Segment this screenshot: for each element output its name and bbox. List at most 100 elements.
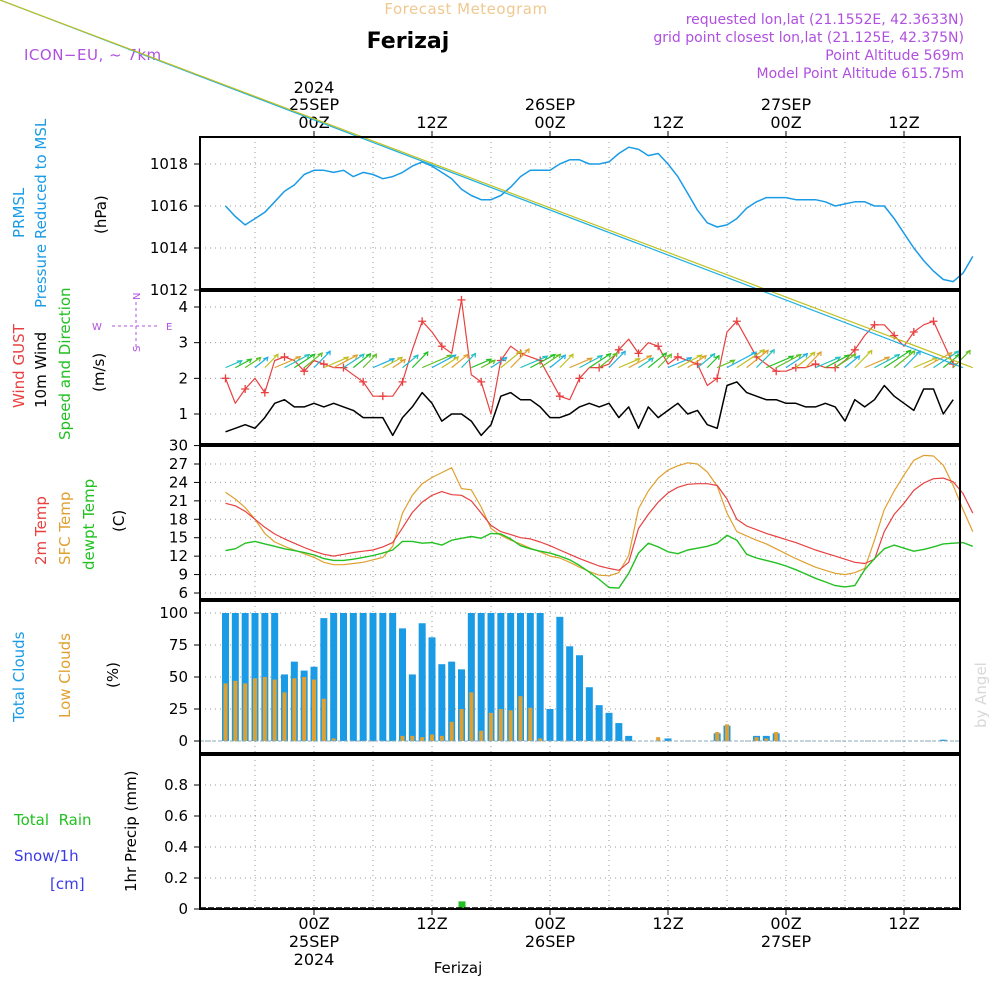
wind-arrow — [942, 353, 960, 369]
top-date-3: 27SEP — [761, 95, 812, 114]
wind-arrow — [687, 355, 707, 369]
wind-arrow — [343, 353, 365, 369]
gust-marker — [870, 320, 879, 329]
wind-arrow-head — [965, 349, 971, 355]
wind-arrow-head — [646, 354, 653, 360]
wind-arrow-head — [802, 352, 809, 358]
wind-arrow — [392, 358, 406, 369]
bottom-hour-6: 12Z — [888, 914, 919, 933]
wind-arrow — [530, 353, 556, 369]
wind-arrow-head — [751, 351, 758, 357]
y-tick-label: 9 — [178, 566, 188, 584]
total-cloud-bar — [507, 613, 515, 741]
gust-marker — [378, 392, 387, 401]
y-tick-label: 24 — [169, 473, 188, 491]
wind-arrow — [766, 355, 794, 369]
wind-arrow — [549, 354, 566, 369]
wind-arrow — [313, 350, 331, 369]
panel-frame — [199, 754, 961, 910]
wind-arrow-head — [714, 354, 720, 360]
wind-arrow — [746, 349, 769, 369]
bottom-hour-1: 00Z — [298, 914, 329, 933]
wind-arrow — [756, 349, 775, 369]
total-cloud-bar — [939, 739, 947, 741]
total-cloud-bar — [615, 723, 623, 741]
wind-arrow — [411, 351, 429, 369]
wind-arrow — [844, 355, 860, 369]
y-tick-label: 1018 — [150, 155, 188, 173]
wind-arrow-head — [542, 355, 549, 361]
low-cloud-bar — [754, 737, 759, 741]
wind-arrow-head — [343, 356, 350, 362]
wind-arrow-head — [263, 356, 269, 362]
gust-marker — [437, 342, 446, 351]
wind-arrow — [726, 351, 757, 369]
wind-arrow — [569, 357, 593, 369]
temp-unit: (C) — [110, 510, 128, 532]
low-cloud-bar — [282, 692, 287, 741]
y-tick-label: 3 — [178, 334, 188, 352]
y-tick-label: 0.2 — [164, 869, 188, 887]
wind-arrow-head — [371, 353, 377, 359]
low-cloud-bar — [312, 679, 316, 741]
wind-arrow — [402, 354, 419, 369]
low-cloud-bar — [715, 732, 720, 741]
wind-arrow-head — [516, 350, 523, 356]
total-cloud-bar — [585, 687, 593, 741]
total-cloud-bar — [349, 613, 357, 741]
total-cloud-bar — [477, 613, 485, 741]
wind-arrow-head — [358, 353, 365, 359]
low-cloud-bar — [430, 734, 434, 741]
gust-marker — [300, 367, 309, 376]
y-tick-label: 30 — [169, 437, 188, 455]
wind-arrow — [362, 353, 377, 369]
top-hour-1: 00Z — [298, 113, 329, 132]
wind-arrow — [244, 356, 261, 369]
gust-marker — [732, 317, 741, 326]
wind-arrow — [736, 349, 765, 369]
rain-bar — [458, 901, 466, 909]
low-cloud-bar — [449, 721, 454, 741]
low-cloud-bar — [321, 698, 326, 741]
wind-arrow — [0, 0, 974, 369]
wind-arrow-head — [701, 354, 707, 360]
wind-arrow — [913, 357, 938, 369]
y-tick-label: 100 — [159, 604, 188, 622]
wind-arrow-head — [453, 355, 460, 361]
wind-arrow — [657, 353, 672, 369]
wind-arrow-head — [295, 355, 302, 361]
low-cloud-bar — [233, 680, 238, 741]
gust-marker — [772, 367, 781, 376]
wind-arrow — [579, 355, 603, 369]
clouds-label-2: Low Clouds — [56, 633, 74, 718]
gust-marker — [909, 327, 918, 336]
total-cloud-bar — [448, 661, 456, 741]
wind-arrow — [618, 358, 641, 369]
wind-arrow — [441, 356, 459, 369]
total-cloud-bar — [664, 738, 672, 741]
y-tick-label: 1012 — [150, 281, 188, 299]
y-tick-label: 18 — [169, 510, 188, 528]
clouds-label-1: Total Clouds — [10, 631, 28, 723]
wind-arrow-head — [769, 348, 775, 354]
total-cloud-bar — [467, 613, 475, 741]
total-cloud-bar — [625, 735, 633, 741]
bottom-hour-5: 00Z — [770, 914, 801, 933]
gust-marker — [241, 385, 250, 394]
wind-arrow-head — [605, 352, 612, 358]
dewpt-temp-line — [225, 532, 974, 589]
temp-2m-line — [225, 477, 974, 571]
wind-arrow — [697, 353, 715, 369]
temp-label-1: 2m Temp — [32, 496, 50, 565]
wind-arrow — [628, 355, 652, 369]
wind-arrow-head — [246, 358, 253, 364]
wind-arrow-head — [905, 349, 912, 355]
wind-arrow-head — [867, 349, 873, 355]
wind-arrow-head — [586, 357, 593, 363]
wind-arrow — [795, 351, 816, 369]
model-label: ICON−EU, ~ 7km — [24, 46, 162, 64]
gust-marker — [614, 345, 623, 354]
wind-arrow-head — [729, 359, 736, 365]
total-cloud-bar — [526, 613, 534, 741]
